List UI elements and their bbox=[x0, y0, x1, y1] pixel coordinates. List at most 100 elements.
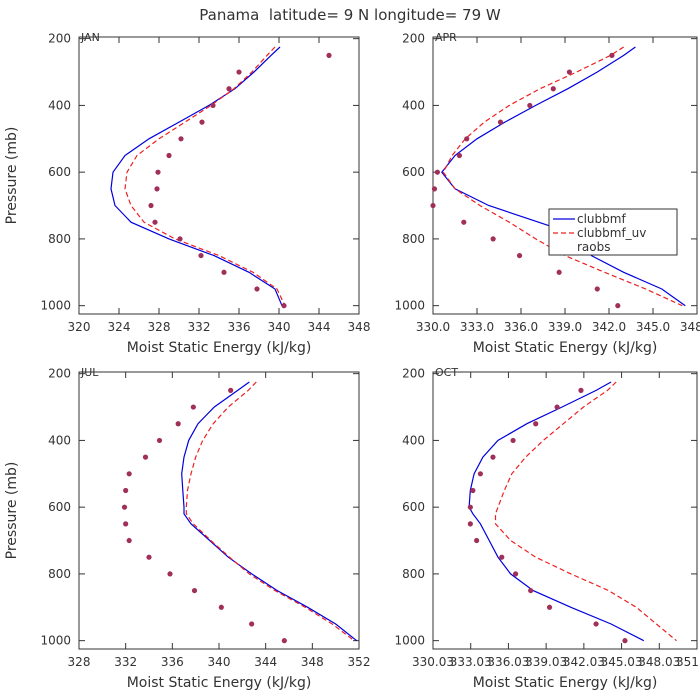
y-axis-label: Pressure (mb) bbox=[4, 462, 20, 560]
x-tick-label: 320 bbox=[68, 320, 91, 334]
raobs-point bbox=[470, 487, 476, 494]
y-tick-label: 200 bbox=[402, 367, 425, 381]
raobs-point bbox=[527, 102, 533, 109]
clubbmf-uv-line bbox=[494, 381, 677, 642]
raobs-point bbox=[556, 269, 562, 275]
raobs-point bbox=[249, 621, 255, 627]
clubbmf-line bbox=[468, 381, 645, 642]
x-tick-label: 328 bbox=[148, 320, 171, 334]
legend-label: clubbmf_uv bbox=[577, 226, 646, 240]
clubbmf-uv-line bbox=[185, 381, 355, 642]
raobs-point bbox=[533, 421, 539, 427]
raobs-point bbox=[226, 86, 232, 92]
raobs-point bbox=[622, 638, 628, 644]
x-axis-label: Moist Static Energy (kJ/kg) bbox=[127, 675, 312, 691]
raobs-point bbox=[490, 454, 496, 460]
raobs-point bbox=[464, 136, 470, 142]
x-tick-label: 332 bbox=[188, 320, 211, 334]
x-tick-label: 328 bbox=[68, 655, 91, 669]
x-tick-label: 333.03 bbox=[450, 655, 492, 669]
panel-title: OCT bbox=[435, 366, 458, 379]
x-axis-label: Moist Static Energy (kJ/kg) bbox=[127, 340, 312, 356]
raobs-point bbox=[123, 521, 129, 527]
clubbmf-uv-line bbox=[442, 46, 683, 307]
x-tick-label: 348.03 bbox=[638, 655, 680, 669]
panel-jan: JAN 320 324 328 332 336 340 344 348 200 400 600 800 1… bbox=[4, 31, 370, 356]
raobs-point bbox=[554, 404, 560, 410]
raobs-point bbox=[326, 52, 332, 58]
raobs-point bbox=[461, 219, 467, 225]
y-tick-label: 1000 bbox=[394, 634, 425, 648]
x-tick-label: 352 bbox=[348, 655, 371, 669]
y-tick-label: 1000 bbox=[40, 634, 71, 648]
x-tick-label: 339.0 bbox=[548, 320, 582, 334]
raobs-point bbox=[456, 152, 462, 159]
y-tick-label: 600 bbox=[402, 500, 425, 514]
x-tick-label: 351.03 bbox=[676, 655, 700, 669]
raobs-point bbox=[566, 69, 573, 75]
legend-label: clubbmf bbox=[577, 212, 626, 226]
raobs-point bbox=[190, 404, 196, 410]
y-axis-label: Pressure (mb) bbox=[4, 127, 20, 225]
x-tick-label: 330.0 bbox=[416, 320, 450, 334]
x-tick-label: 348.0 bbox=[680, 320, 700, 334]
raobs-point bbox=[198, 252, 204, 259]
raobs-point bbox=[281, 303, 287, 309]
x-tick-label: 332 bbox=[114, 655, 137, 669]
raobs-point bbox=[467, 521, 473, 527]
plot-frame bbox=[432, 36, 698, 315]
raobs-point bbox=[126, 471, 132, 477]
clubbmf-line bbox=[441, 46, 686, 307]
raobs-point bbox=[156, 437, 163, 444]
x-tick-label: 330.03 bbox=[412, 655, 454, 669]
raobs-point bbox=[152, 219, 158, 225]
y-tick-label: 1000 bbox=[394, 299, 425, 313]
plot-frame bbox=[78, 36, 360, 315]
raobs-point bbox=[593, 621, 599, 627]
raobs-point bbox=[477, 471, 483, 477]
raobs-point bbox=[154, 186, 160, 192]
raobs-point bbox=[578, 387, 584, 393]
y-tick-label: 600 bbox=[48, 500, 71, 514]
raobs-point bbox=[431, 186, 438, 192]
raobs-point bbox=[221, 269, 227, 275]
x-tick-label: 333.0 bbox=[460, 320, 494, 334]
raobs-point bbox=[121, 504, 128, 510]
raobs-point bbox=[528, 587, 534, 594]
plot-frame bbox=[432, 371, 698, 650]
panel-apr: APR 330.0 333.0 336.0 339.0 342.0 345.0 348.0 20… bbox=[394, 31, 700, 356]
y-tick-label: 400 bbox=[48, 98, 71, 112]
x-tick-label: 342.03 bbox=[563, 655, 605, 669]
raobs-point bbox=[123, 487, 129, 494]
x-tick-label: 342.0 bbox=[592, 320, 626, 334]
x-tick-label: 339.03 bbox=[525, 655, 567, 669]
y-tick-label: 1000 bbox=[40, 299, 71, 313]
raobs-point bbox=[236, 69, 242, 75]
raobs-point bbox=[177, 236, 183, 242]
raobs-point bbox=[142, 454, 149, 460]
y-tick-label: 200 bbox=[48, 32, 71, 46]
x-tick-label: 336 bbox=[161, 655, 184, 669]
raobs-point bbox=[516, 252, 523, 259]
x-tick-label: 348 bbox=[348, 320, 371, 334]
raobs-point bbox=[510, 437, 516, 444]
raobs-point bbox=[254, 286, 260, 292]
clubbmf-line bbox=[181, 381, 358, 642]
raobs-point bbox=[126, 537, 132, 544]
raobs-point bbox=[148, 202, 154, 209]
raobs-point bbox=[178, 136, 184, 142]
panel-oct: OCT330.03333.03336.03339.03342.03345.033… bbox=[394, 366, 700, 691]
x-tick-label: 336.03 bbox=[487, 655, 529, 669]
y-tick-label: 400 bbox=[402, 433, 425, 447]
raobs-point bbox=[512, 571, 519, 577]
x-tick-label: 340 bbox=[208, 655, 231, 669]
y-tick-label: 800 bbox=[48, 567, 71, 581]
raobs-point bbox=[167, 571, 173, 577]
raobs-point bbox=[490, 236, 496, 242]
x-tick-label: 345.03 bbox=[601, 655, 643, 669]
x-tick-label: 348 bbox=[301, 655, 324, 669]
raobs-point bbox=[474, 537, 480, 544]
raobs-point bbox=[546, 604, 553, 610]
panel-jul: JUL 328 332 336 340 344 348 352 200 400 600 800 1000… bbox=[4, 366, 370, 691]
